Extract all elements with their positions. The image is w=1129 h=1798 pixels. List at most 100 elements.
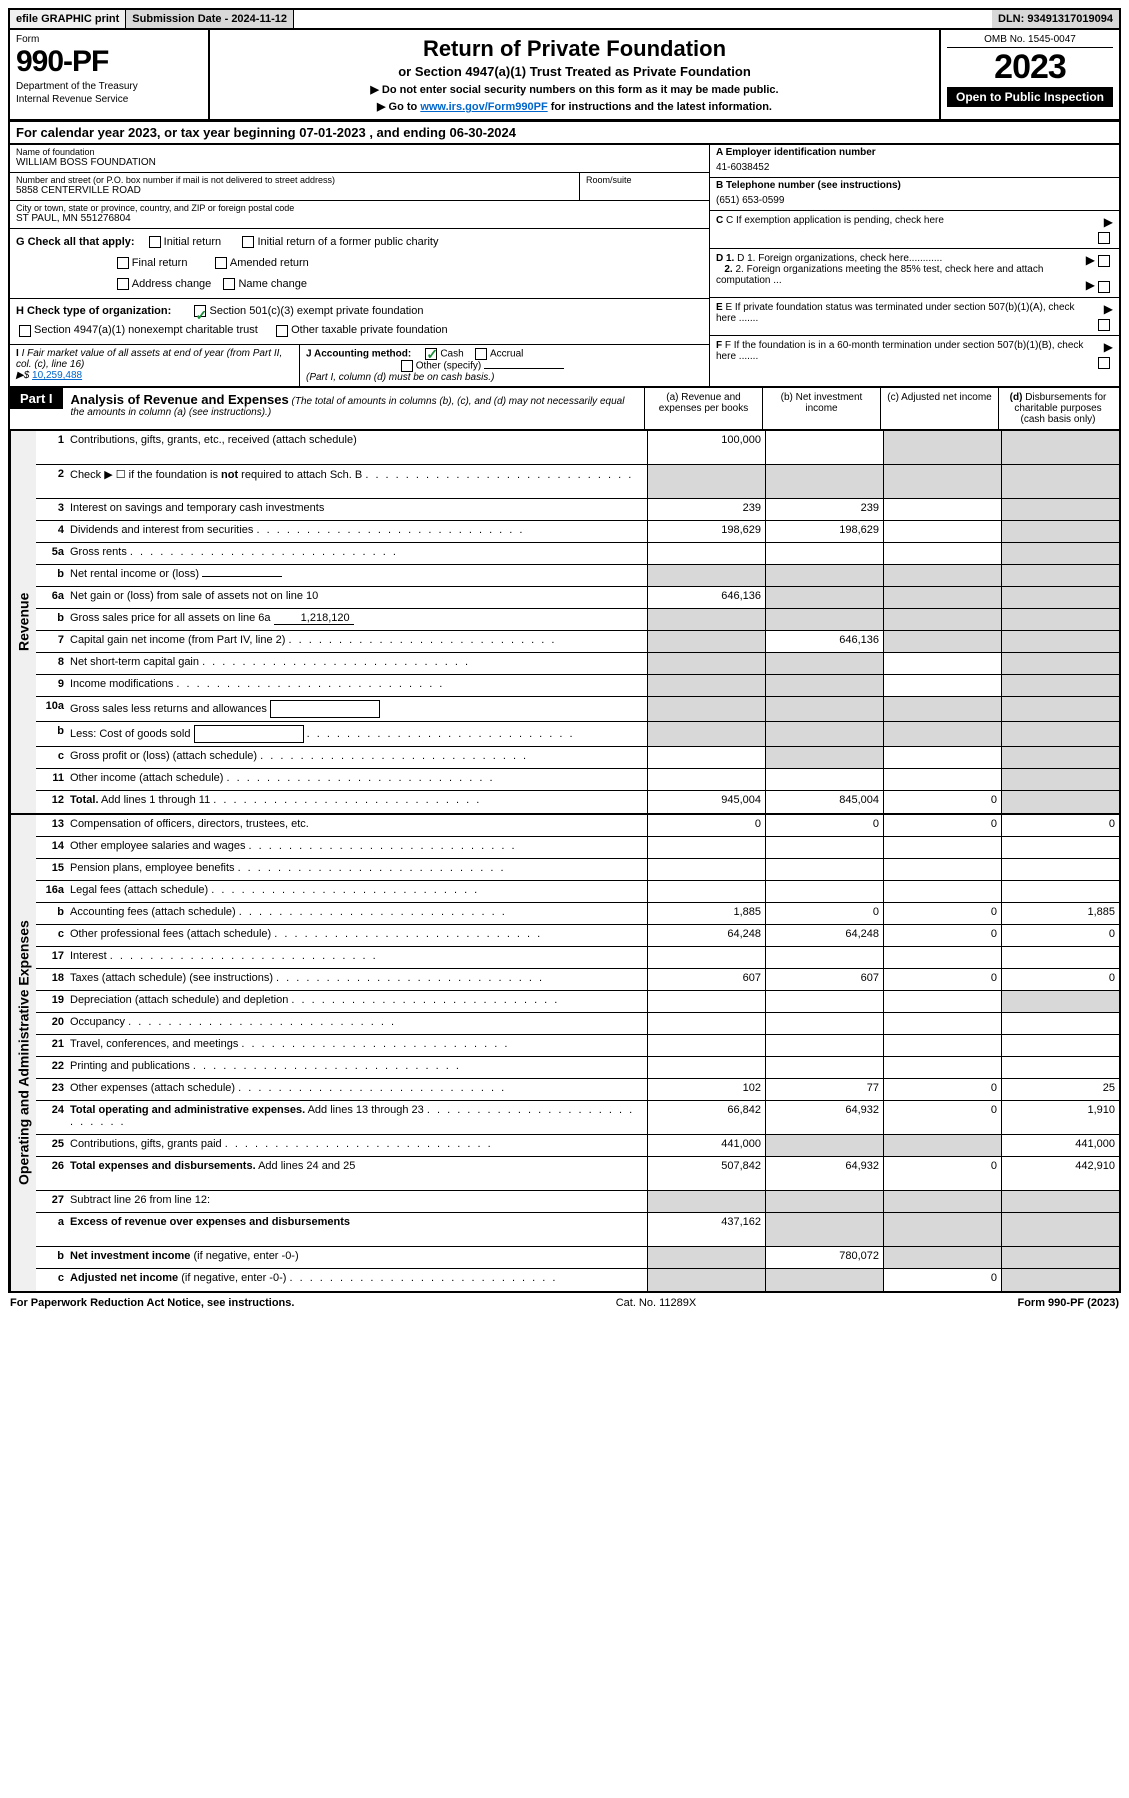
- col-a-value: [647, 697, 765, 721]
- line-desc: Total operating and administrative expen…: [70, 1101, 647, 1134]
- line-number: b: [36, 903, 70, 924]
- cash-checkbox[interactable]: [425, 348, 437, 360]
- d1-checkbox[interactable]: [1098, 255, 1110, 267]
- col-a-value: [647, 609, 765, 630]
- j-o2: Accrual: [490, 349, 523, 360]
- col-c-value: [883, 631, 1001, 652]
- name-change-checkbox[interactable]: [223, 278, 235, 290]
- sub-box[interactable]: [194, 725, 304, 743]
- line-number: 20: [36, 1013, 70, 1034]
- col-b-value: [765, 609, 883, 630]
- col-b-value: 0: [765, 815, 883, 836]
- line-desc: Contributions, gifts, grants, etc., rece…: [70, 431, 647, 464]
- other-taxable-checkbox[interactable]: [276, 325, 288, 337]
- f-checkbox[interactable]: [1098, 357, 1110, 369]
- line-number: 6a: [36, 587, 70, 608]
- form-footer: Form 990-PF (2023): [1017, 1297, 1119, 1309]
- line-number: 15: [36, 859, 70, 880]
- line-21: 21 Travel, conferences, and meetings: [36, 1035, 1119, 1057]
- line-desc: Pension plans, employee benefits: [70, 859, 647, 880]
- col-c-value: [883, 465, 1001, 498]
- col-c-value: [883, 587, 1001, 608]
- e-checkbox[interactable]: [1098, 319, 1110, 331]
- c-row: C C If exemption application is pending,…: [710, 211, 1119, 249]
- form-subtitle: or Section 4947(a)(1) Trust Treated as P…: [220, 64, 929, 79]
- col-d-value: [1001, 543, 1119, 564]
- col-d-header: (d) Disbursements for charitable purpose…: [999, 388, 1117, 429]
- line-desc: Interest: [70, 947, 647, 968]
- address-change-checkbox[interactable]: [117, 278, 129, 290]
- revenue-rows: 1 Contributions, gifts, grants, etc., re…: [36, 431, 1119, 813]
- col-d-value: [1001, 1247, 1119, 1268]
- arrow-icon: ▶: [1104, 215, 1113, 229]
- col-c-header: (c) Adjusted net income: [881, 388, 999, 429]
- col-c-value: [883, 991, 1001, 1012]
- header-right: OMB No. 1545-0047 2023 Open to Public In…: [939, 30, 1119, 119]
- line-desc: Depreciation (attach schedule) and deple…: [70, 991, 647, 1012]
- inline-blank[interactable]: [202, 576, 282, 577]
- col-a-value: 607: [647, 969, 765, 990]
- line-number: c: [36, 747, 70, 768]
- d1-label: D 1. Foreign organizations, check here..…: [737, 253, 942, 264]
- line-desc: Occupancy: [70, 1013, 647, 1034]
- line-desc: Gross sales price for all assets on line…: [70, 609, 647, 630]
- line-5a: 5a Gross rents: [36, 543, 1119, 565]
- efile-print-label[interactable]: efile GRAPHIC print: [10, 10, 126, 28]
- col-d-value: [1001, 1013, 1119, 1034]
- other-method-checkbox[interactable]: [401, 360, 413, 372]
- f-row: F F If the foundation is in a 60-month t…: [710, 336, 1119, 373]
- line-desc: Check ▶ ☐ if the foundation is not requi…: [70, 465, 647, 498]
- footer-row: For Paperwork Reduction Act Notice, see …: [8, 1293, 1121, 1313]
- final-return-checkbox[interactable]: [117, 257, 129, 269]
- info-right-column: A Employer identification number 41-6038…: [709, 145, 1119, 386]
- col-d-value: [1001, 1213, 1119, 1246]
- line-number: 25: [36, 1135, 70, 1156]
- col-a-value: [647, 1035, 765, 1056]
- line-desc: Net investment income (if negative, ente…: [70, 1247, 647, 1268]
- line-b: b Less: Cost of goods sold: [36, 722, 1119, 747]
- sub-box[interactable]: [270, 700, 380, 718]
- col-a-value: 437,162: [647, 1213, 765, 1246]
- form-link[interactable]: www.irs.gov/Form990PF: [420, 101, 547, 113]
- room-suite-cell: Room/suite: [579, 173, 709, 200]
- d2-label: 2. Foreign organizations meeting the 85%…: [716, 264, 1043, 286]
- col-c-value: 0: [883, 791, 1001, 813]
- line-c: c Gross profit or (loss) (attach schedul…: [36, 747, 1119, 769]
- 4947a1-checkbox[interactable]: [19, 325, 31, 337]
- e-label: E If private foundation status was termi…: [716, 302, 1075, 324]
- c-checkbox[interactable]: [1098, 232, 1110, 244]
- line-15: 15 Pension plans, employee benefits: [36, 859, 1119, 881]
- col-c-value: [883, 881, 1001, 902]
- line-number: 27: [36, 1191, 70, 1212]
- part1-left-head: Part I Analysis of Revenue and Expenses …: [10, 388, 645, 429]
- arrow-icon: ▶: [1104, 340, 1113, 354]
- accrual-checkbox[interactable]: [475, 348, 487, 360]
- part1-badge: Part I: [10, 388, 63, 409]
- col-d-value: [1001, 521, 1119, 542]
- col-c-value: [883, 609, 1001, 630]
- col-a-value: 66,842: [647, 1101, 765, 1134]
- other-specify-input[interactable]: [484, 368, 564, 369]
- 501c3-checkbox[interactable]: [194, 305, 206, 317]
- line-desc: Total expenses and disbursements. Add li…: [70, 1157, 647, 1190]
- ssn-note: ▶ Do not enter social security numbers o…: [220, 83, 929, 96]
- line-number: c: [36, 925, 70, 946]
- col-b-value: 198,629: [765, 521, 883, 542]
- irs-label: Internal Revenue Service: [16, 94, 202, 105]
- street-cell: Number and street (or P.O. box number if…: [10, 173, 579, 200]
- col-c-value: [883, 1057, 1001, 1078]
- fmv-value[interactable]: 10,259,488: [32, 370, 82, 381]
- initial-return-checkbox[interactable]: [149, 236, 161, 248]
- line-desc: Dividends and interest from securities: [70, 521, 647, 542]
- col-d-value: [1001, 881, 1119, 902]
- col-a-value: [647, 1269, 765, 1291]
- open-public-badge: Open to Public Inspection: [947, 87, 1113, 107]
- initial-former-checkbox[interactable]: [242, 236, 254, 248]
- d2-checkbox[interactable]: [1098, 281, 1110, 293]
- ij-row: I I Fair market value of all assets at e…: [10, 345, 709, 386]
- col-a-value: [647, 991, 765, 1012]
- amended-return-checkbox[interactable]: [215, 257, 227, 269]
- col-a-value: 102: [647, 1079, 765, 1100]
- cat-no: Cat. No. 11289X: [616, 1297, 697, 1309]
- col-a-value: [647, 747, 765, 768]
